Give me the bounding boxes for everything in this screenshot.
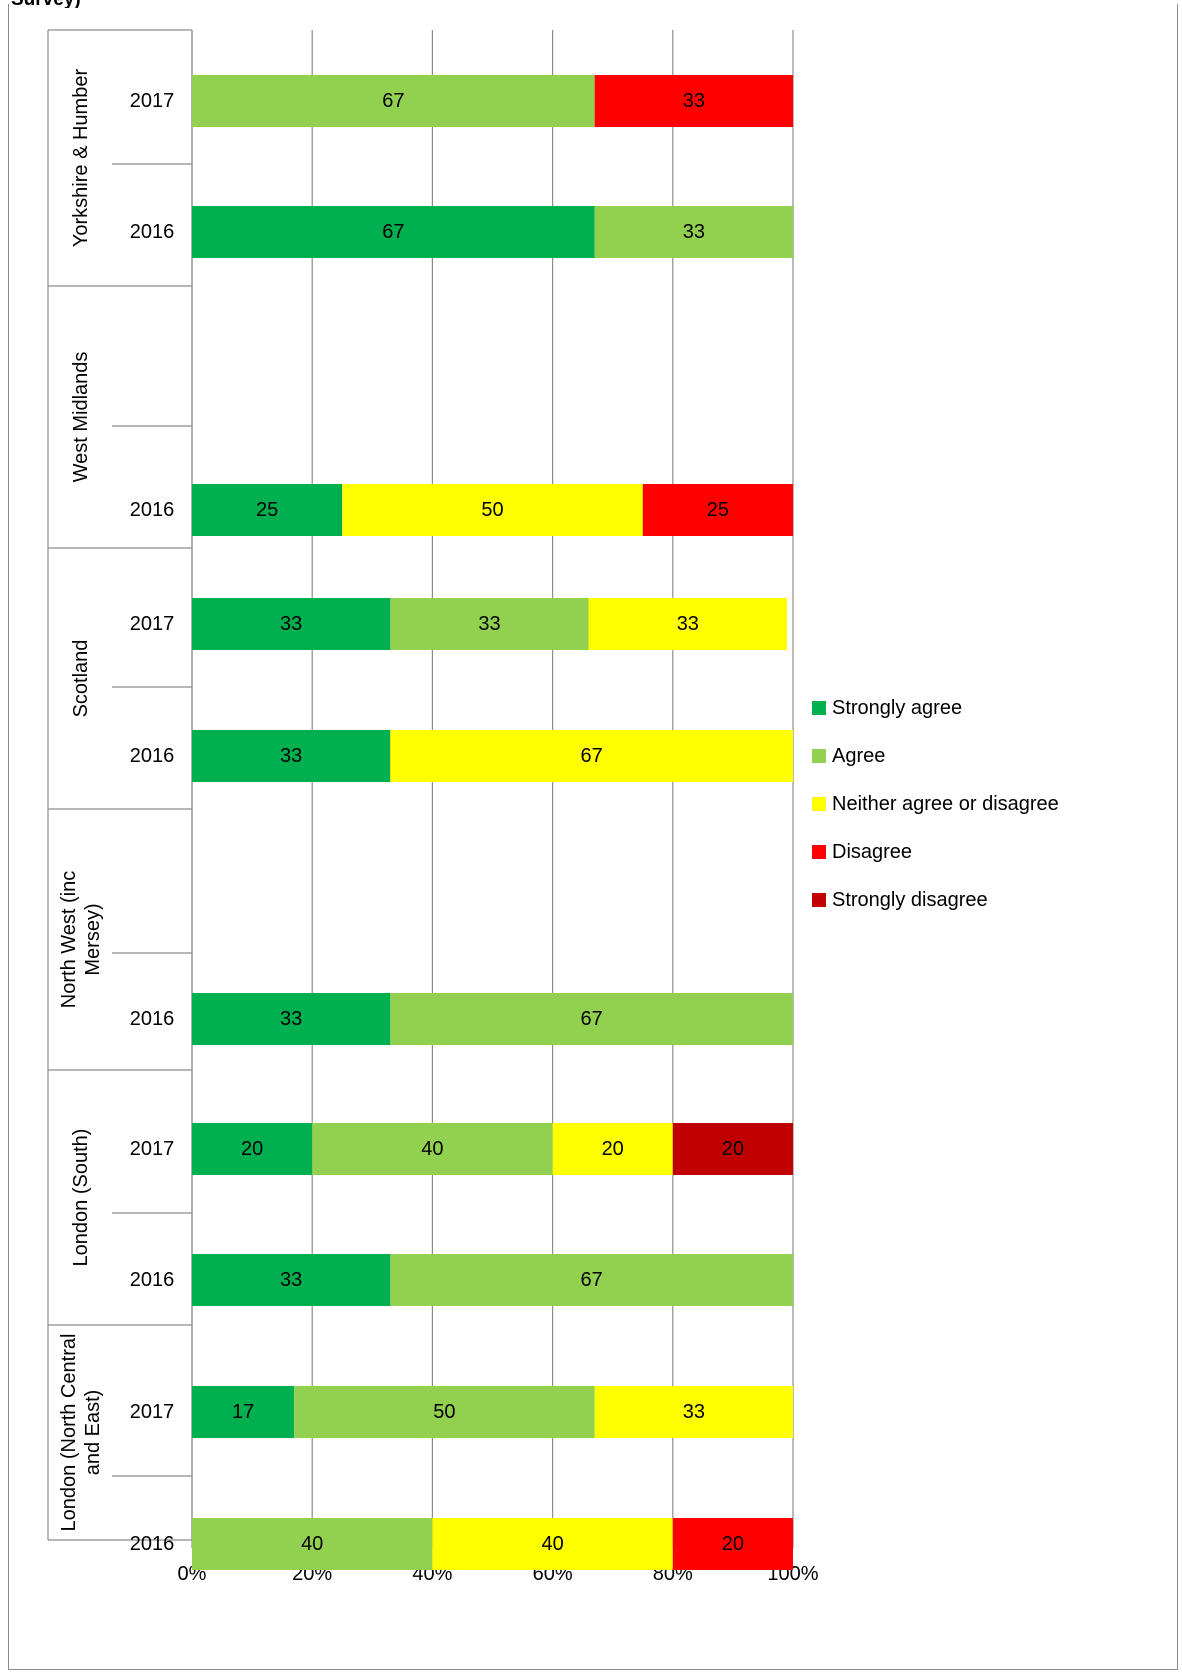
bar-segment <box>594 75 793 127</box>
bar-segment <box>192 484 343 536</box>
year-label: 2017 <box>130 613 175 635</box>
legend-label: Strongly disagree <box>832 888 988 911</box>
data-label: 50 <box>481 499 503 521</box>
legend-item: Disagree <box>812 828 1059 876</box>
year-label: 2016 <box>130 221 175 243</box>
data-label: 33 <box>478 613 500 635</box>
legend-swatch <box>812 797 826 811</box>
data-label: 33 <box>683 90 705 112</box>
legend-label: Neither agree or disagree <box>832 792 1059 815</box>
bar-segment <box>192 75 595 127</box>
legend-swatch <box>812 701 826 715</box>
bar-segment <box>390 1254 793 1306</box>
data-label: 40 <box>541 1533 563 1555</box>
data-label: 67 <box>581 1269 603 1291</box>
legend-item: Strongly disagree <box>812 876 1059 924</box>
bar-segment <box>192 206 595 258</box>
bar-segment <box>594 206 793 258</box>
data-label: 20 <box>241 1138 263 1160</box>
legend-label: Disagree <box>832 840 913 863</box>
year-label: 2017 <box>130 90 175 112</box>
data-label: 33 <box>280 745 302 767</box>
bar-segment <box>672 1518 793 1570</box>
bar-segment <box>192 598 391 650</box>
group-label: West Midlands <box>70 352 92 483</box>
bar-segment <box>294 1386 595 1438</box>
bar-segment <box>390 993 793 1045</box>
bar-segment <box>642 484 793 536</box>
data-label: 67 <box>382 221 404 243</box>
data-label: 33 <box>280 1269 302 1291</box>
data-label: 20 <box>722 1138 744 1160</box>
chart-legend: Strongly agree Agree Neither agree or disa… <box>812 684 1059 924</box>
group-label: London (South) <box>70 1129 92 1267</box>
data-label: 67 <box>581 1008 603 1030</box>
bar-segment <box>390 730 793 782</box>
group-label: and East) <box>82 1390 104 1476</box>
data-label: 33 <box>677 613 699 635</box>
year-label: 2017 <box>130 1401 175 1423</box>
chart-title-fragment: Survey) <box>11 0 81 8</box>
group-label: Scotland <box>70 640 92 718</box>
bar-segment <box>312 1123 553 1175</box>
bar-segment <box>594 1386 793 1438</box>
group-label: London (North Central <box>58 1334 80 1532</box>
bar-segment <box>192 1254 391 1306</box>
year-label: 2016 <box>130 499 175 521</box>
chart-frame: Survey) <box>8 0 1178 1670</box>
bar-segment <box>588 598 787 650</box>
year-label: 2016 <box>130 1008 175 1030</box>
year-label: 2016 <box>130 1269 175 1291</box>
data-label: 20 <box>722 1533 744 1555</box>
bar-segment <box>342 484 643 536</box>
legend-item: Strongly agree <box>812 684 1059 732</box>
data-label: 17 <box>232 1401 254 1423</box>
data-label: 67 <box>382 90 404 112</box>
data-label: 50 <box>433 1401 455 1423</box>
data-label: 25 <box>256 499 278 521</box>
data-label: 33 <box>683 1401 705 1423</box>
legend-swatch <box>812 845 826 859</box>
data-label: 25 <box>707 499 729 521</box>
data-label: 40 <box>301 1533 323 1555</box>
bar-segment <box>192 1386 295 1438</box>
group-label: Yorkshire & Humber <box>70 69 92 248</box>
year-label: 2017 <box>130 1138 175 1160</box>
bar-segment <box>192 730 391 782</box>
data-label: 20 <box>602 1138 624 1160</box>
data-label: 33 <box>683 221 705 243</box>
data-label: 33 <box>280 1008 302 1030</box>
data-label: 67 <box>581 745 603 767</box>
legend-item: Neither agree or disagree <box>812 780 1059 828</box>
legend-swatch <box>812 893 826 907</box>
year-label: 2016 <box>130 1533 175 1555</box>
legend-item: Agree <box>812 732 1059 780</box>
bar-segment <box>192 1123 313 1175</box>
bar-segment <box>672 1123 793 1175</box>
group-label: Mersey) <box>82 903 104 975</box>
group-label: North West (inc <box>58 871 80 1008</box>
bar-segment <box>432 1518 673 1570</box>
bar-segment <box>192 1518 433 1570</box>
legend-swatch <box>812 749 826 763</box>
bar-segment <box>390 598 589 650</box>
legend-label: Strongly agree <box>832 696 963 719</box>
year-label: 2016 <box>130 745 175 767</box>
bar-segment <box>192 993 391 1045</box>
bar-segment <box>552 1123 673 1175</box>
data-label: 40 <box>421 1138 443 1160</box>
legend-label: Agree <box>832 744 886 767</box>
data-label: 33 <box>280 613 302 635</box>
